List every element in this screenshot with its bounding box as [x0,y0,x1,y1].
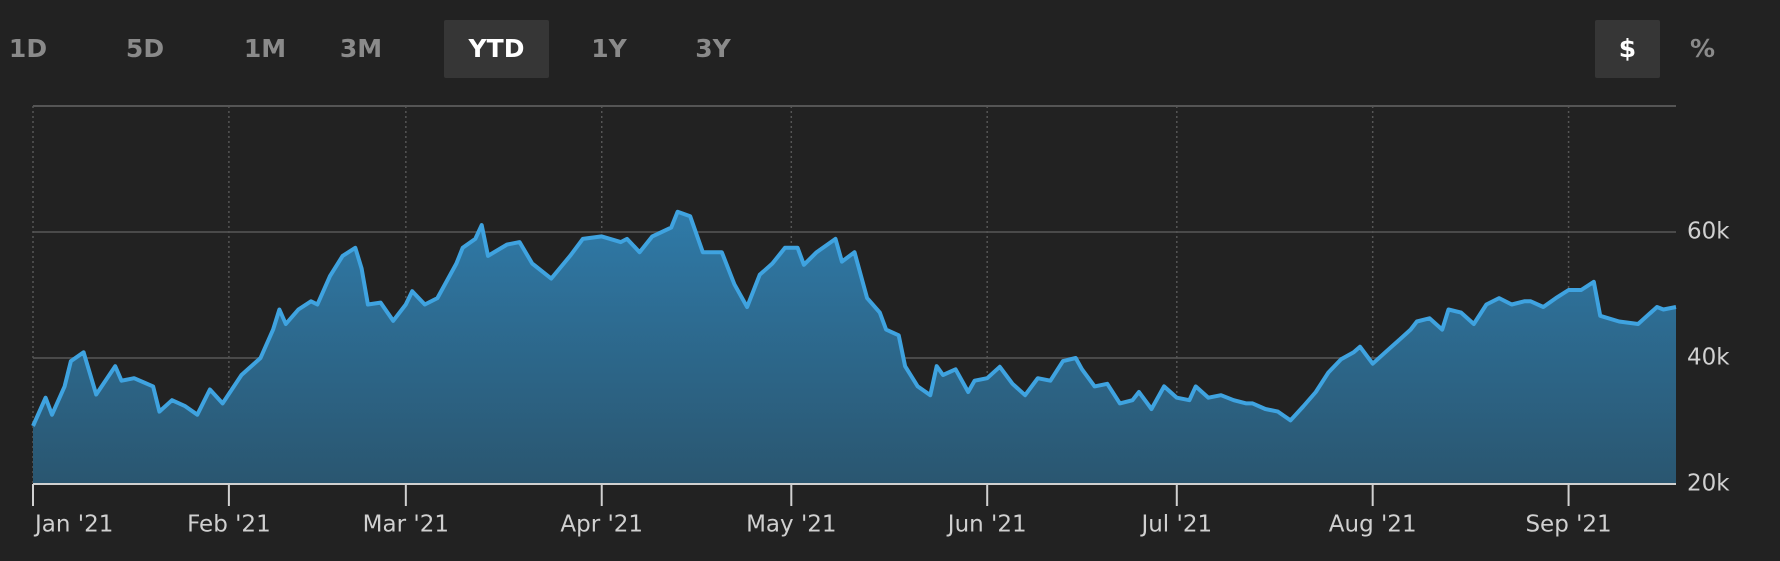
x-tick-label: Aug '21 [1329,512,1417,538]
area-fill [33,211,1676,485]
y-tick-label: 60k [1687,219,1730,245]
x-tick-label: Mar '21 [363,512,449,538]
range-button[interactable]: 1Y [591,34,627,63]
x-tick-label: Feb '21 [187,512,271,538]
range-button[interactable]: 3Y [695,34,731,63]
range-button[interactable]: YTD [444,20,549,78]
x-tick-label: Jan '21 [33,512,113,538]
range-button[interactable]: % [1689,34,1716,63]
x-tick-label: Apr '21 [560,512,643,538]
range-button[interactable]: $ [1595,20,1660,78]
price-line [31,209,1677,427]
x-tick-label: May '21 [746,512,836,538]
range-button[interactable]: 1D [8,34,48,63]
x-tick-label: Jul '21 [1139,512,1212,538]
range-button[interactable]: 5D [125,34,165,63]
x-tick-label: Jun '21 [946,512,1027,538]
range-button[interactable]: 3M [339,34,383,63]
y-tick-label: 20k [1687,471,1730,497]
range-button[interactable]: 1M [243,34,287,63]
x-tick-label: Sep '21 [1525,512,1611,538]
y-tick-label: 40k [1687,345,1730,371]
